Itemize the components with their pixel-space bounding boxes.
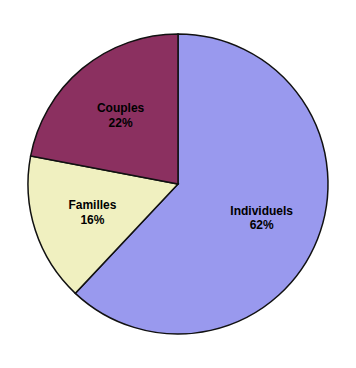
svg-text:Familles16%: Familles16% (68, 198, 116, 226)
svg-text:Couples22%: Couples22% (97, 101, 145, 129)
svg-text:Individuels62%: Individuels62% (230, 204, 293, 232)
